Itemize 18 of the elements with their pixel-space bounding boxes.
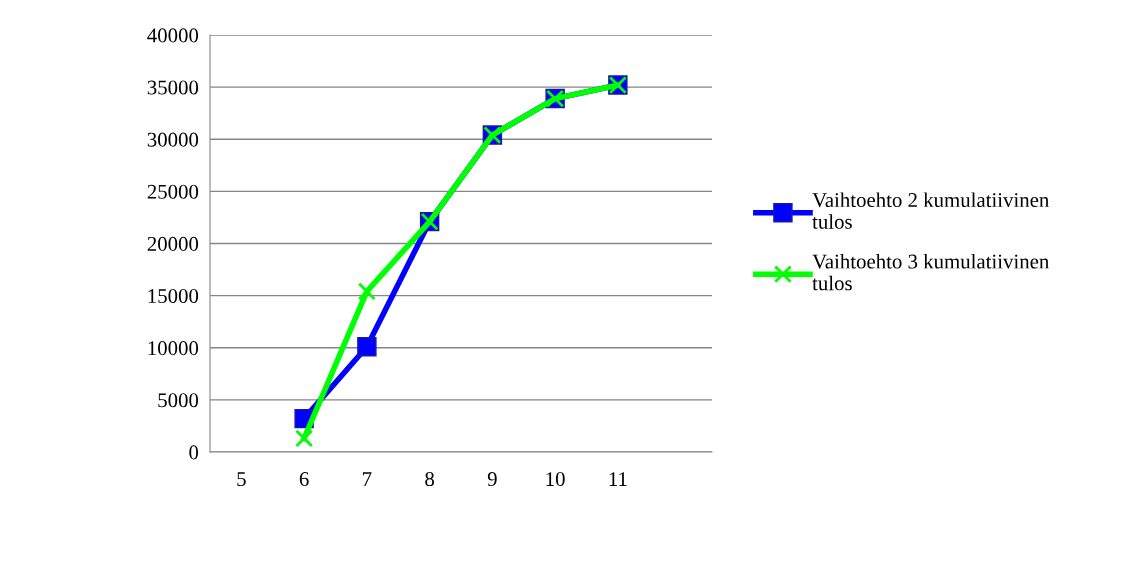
x-tick-label: 9	[487, 472, 497, 487]
x-tick-label: 10	[546, 472, 565, 487]
legend-label: Vaihtoehto 2 kumulatiivinen tulos	[812, 192, 1050, 229]
y-tick-label: 25000	[147, 184, 199, 199]
y-tick-label: 30000	[147, 132, 199, 147]
x-tick-label: 5	[237, 472, 246, 487]
y-tick-label: 15000	[148, 289, 199, 304]
x-tick-label: 8	[425, 472, 435, 487]
y-tick-label: 20000	[147, 236, 199, 251]
y-tick-label: 40000	[147, 28, 199, 43]
x-tick-label: 7	[363, 472, 372, 486]
x-tick-label: 6	[299, 472, 309, 487]
y-tick-label: 5000	[158, 393, 199, 408]
legend-label: Vaihtoehto 3 kumulatiivinen tulos	[812, 253, 1050, 291]
y-tick-label: 10000	[148, 341, 199, 356]
x-tick-label: 11	[609, 472, 627, 486]
y-tick-label: 35000	[147, 80, 199, 95]
y-tick-label: 0	[189, 445, 199, 460]
